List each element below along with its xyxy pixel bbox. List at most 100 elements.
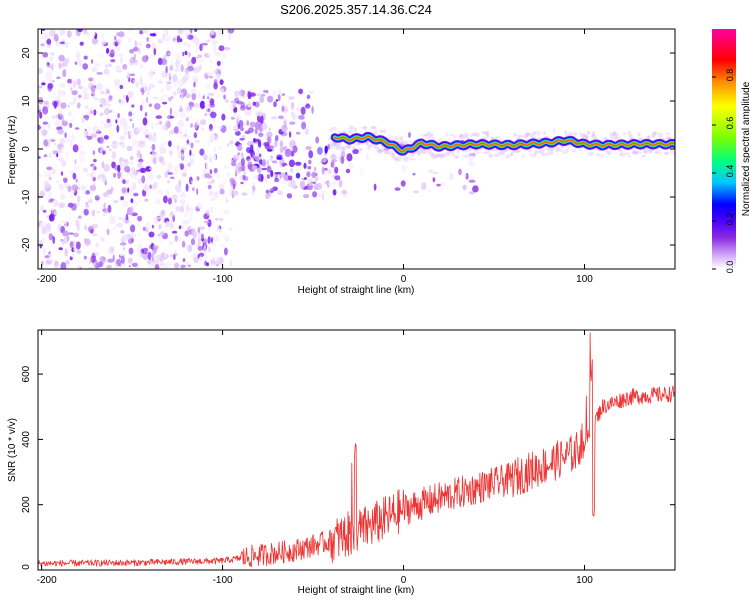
spectrogram-noise-blob: [155, 31, 158, 38]
spectrogram-noise-blob: [201, 42, 208, 46]
spectrogram-noise-blob: [85, 190, 91, 195]
spectrogram-noise-blob: [180, 64, 184, 73]
spectrogram-noise-blob: [169, 212, 175, 218]
spectrogram-noise-blob: [125, 213, 129, 221]
spectrogram-noise-blob: [99, 206, 103, 211]
spectrogram-noise-blob: [154, 103, 161, 110]
spectrogram-noise-blob: [57, 157, 64, 162]
spectrogram-noise-blob: [68, 232, 74, 235]
spectrogram-y-label: Frequency (Hz): [7, 116, 18, 185]
spectrogram-noise-blob: [120, 78, 124, 82]
spectrogram-noise-blob: [92, 76, 95, 85]
spectrogram-noise-blob: [44, 255, 50, 258]
spectrogram-noise-blob: [332, 189, 337, 196]
spectrogram-noise-blob: [160, 231, 165, 236]
spectrogram-noise-blob: [301, 121, 307, 130]
spectrogram-noise-blob: [93, 97, 100, 101]
spectrogram-noise-blob: [44, 174, 52, 178]
spectrogram-x-tick-label: 100: [576, 274, 593, 285]
spectrogram-noise-blob: [58, 202, 66, 209]
spectrogram-noise-blob: [62, 69, 67, 78]
spectrogram-noise-blob: [93, 166, 97, 171]
spectrogram-noise-blob: [120, 230, 125, 234]
spectrogram-noise-blob: [162, 94, 169, 98]
spectrogram-noise-blob: [101, 161, 105, 169]
spectrogram-noise-blob: [202, 238, 208, 245]
spectrogram-noise-blob: [151, 224, 154, 229]
spectrogram-noise-blob: [202, 93, 208, 96]
spectrogram-halo-blob: [409, 157, 416, 161]
spectrogram-noise-blob: [40, 205, 44, 211]
spectrogram-noise-blob: [59, 193, 66, 200]
spectrogram-noise-blob: [223, 180, 228, 185]
spectrogram-noise-blob: [216, 29, 220, 33]
spectrogram-noise-blob: [155, 198, 161, 205]
spectrogram-noise-blob: [256, 165, 262, 174]
spectrogram-noise-blob: [334, 155, 338, 160]
spectrogram-halo-blob: [579, 132, 582, 136]
spectrogram-noise-blob: [165, 189, 170, 198]
spectrogram-noise-blob: [159, 120, 162, 125]
spectrogram-noise-blob: [168, 52, 172, 55]
spectrogram-noise-blob: [146, 92, 150, 96]
spectrogram-noise-blob: [195, 43, 198, 49]
spectrogram-noise-blob: [179, 111, 186, 118]
spectrogram-noise-blob: [197, 246, 204, 251]
spectrogram-noise-blob: [184, 129, 188, 133]
spectrogram-noise-blob: [107, 258, 114, 263]
spectrogram-noise-blob: [240, 152, 244, 158]
snr-y-tick-label: 0: [21, 564, 32, 570]
spectrogram-noise-blob: [338, 179, 343, 188]
spectrogram-noise-blob: [95, 83, 103, 91]
spectrogram-noise-blob: [145, 134, 149, 139]
spectrogram-noise-blob: [142, 226, 147, 232]
spectrogram-noise-blob: [184, 230, 189, 237]
spectrogram-noise-blob: [136, 251, 141, 260]
spectrogram-noise-blob: [90, 85, 96, 93]
spectrogram-noise-blob: [279, 146, 284, 154]
spectrogram-noise-blob: [160, 160, 167, 167]
spectrogram-noise-blob: [140, 153, 143, 161]
spectrogram-noise-blob: [95, 262, 99, 269]
spectrogram-noise-blob: [211, 40, 218, 45]
spectrogram-noise-blob: [40, 123, 43, 127]
spectrogram-noise-blob: [246, 120, 250, 126]
spectrogram-noise-blob: [120, 255, 125, 264]
spectrogram-noise-blob: [76, 102, 81, 109]
spectrogram-noise-blob: [346, 153, 353, 162]
spectrogram-noise-blob: [99, 148, 103, 155]
spectrogram-noise-blob: [160, 209, 166, 215]
spectrogram-noise-blob: [199, 119, 207, 126]
colorbar-label: Normalized spectral amplitude: [741, 81, 750, 216]
spectrogram-noise-blob: [59, 29, 66, 36]
spectrogram-noise-blob: [152, 96, 159, 100]
spectrogram-noise-blob: [163, 54, 167, 59]
spectrogram-y-tick-label: -10: [21, 189, 32, 204]
spectrogram-noise-blob: [132, 122, 135, 129]
spectrogram-halo-blob: [653, 131, 657, 135]
spectrogram-noise-blob: [124, 165, 131, 173]
spectrogram-halo-blob: [426, 131, 432, 137]
spectrogram-noise-blob: [206, 71, 213, 77]
spectrogram-halo-blob: [655, 148, 662, 154]
spectrogram-noise-blob: [198, 58, 205, 63]
spectrogram-noise-blob: [167, 162, 173, 171]
spectrogram-noise-blob: [53, 142, 57, 147]
spectrogram-halo-blob: [543, 131, 546, 136]
spectrogram-noise-blob: [120, 253, 126, 257]
spectrogram-noise-blob: [315, 173, 318, 176]
spectrogram-noise-blob: [129, 130, 133, 139]
spectrogram-noise-blob: [262, 159, 266, 167]
spectrogram-halo-blob: [665, 132, 672, 136]
spectrogram-noise-blob: [192, 67, 200, 74]
spectrogram-noise-blob: [100, 125, 103, 130]
spectrogram-noise-blob: [472, 185, 479, 193]
spectrogram-noise-blob: [342, 194, 348, 198]
spectrogram-halo-blob: [545, 151, 550, 157]
spectrogram-noise-blob: [298, 88, 303, 95]
spectrogram-noise-blob: [151, 258, 155, 263]
spectrogram-noise-blob: [207, 236, 211, 244]
spectrogram-noise-blob: [61, 115, 65, 123]
spectrogram-noise-blob: [65, 151, 68, 158]
spectrogram-noise-blob: [264, 143, 270, 150]
